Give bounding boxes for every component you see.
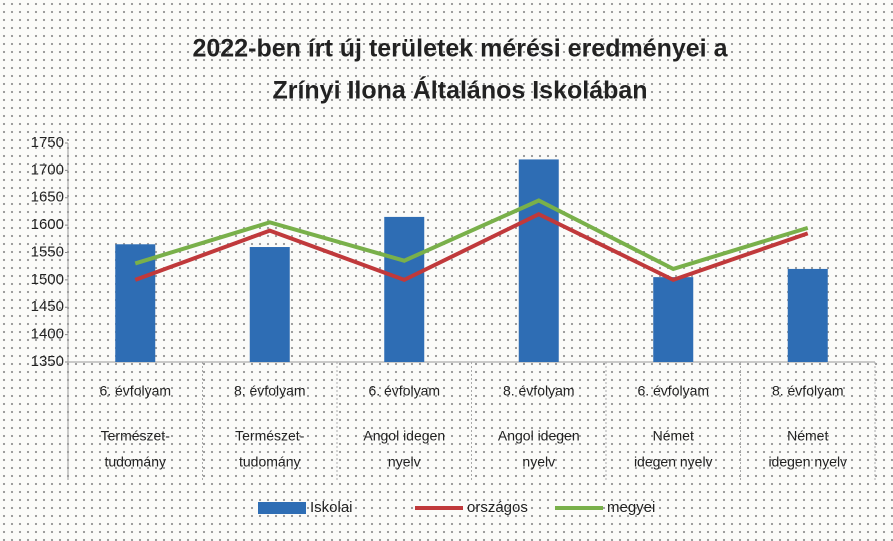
y-tick-label: 1450	[31, 298, 64, 315]
x-tick-label: 6. évfolyam	[368, 383, 440, 399]
x-tick-label: tudomány	[105, 454, 166, 470]
x-tick-label: Német	[653, 428, 694, 444]
x-tick-label: 6. évfolyam	[99, 383, 171, 399]
x-tick-label: 8. évfolyam	[234, 383, 306, 399]
x-tick-label: 8. évfolyam	[772, 383, 844, 399]
x-tick-label: 6. évfolyam	[637, 383, 709, 399]
bar	[787, 268, 828, 362]
x-tick-label: Német	[787, 428, 828, 444]
legend-label: országos	[467, 499, 528, 516]
y-tick-label: 1500	[31, 271, 64, 288]
legend-label: Iskolai	[310, 499, 353, 516]
chart-title: 2022-ben írt új területek mérési eredmén…	[193, 35, 729, 63]
y-tick-label: 1350	[31, 353, 64, 370]
legend-swatch	[258, 502, 306, 514]
y-tick-label: 1650	[31, 189, 64, 206]
x-tick-label: Angol idegen	[363, 428, 445, 444]
bar	[384, 216, 425, 362]
x-tick-label: idegen nyelv	[634, 454, 713, 470]
x-tick-label: Angol idegen	[498, 428, 580, 444]
y-tick-label: 1550	[31, 243, 64, 260]
x-tick-label: idegen nyelv	[768, 454, 847, 470]
line	[134, 198, 809, 272]
bar	[249, 247, 290, 362]
y-tick-label: 1700	[31, 161, 64, 178]
y-tick-label: 1750	[31, 134, 64, 151]
x-tick-label: tudomány	[239, 454, 300, 470]
bar	[653, 277, 694, 362]
y-tick-label: 1400	[31, 326, 64, 343]
legend-label: megyei	[607, 499, 655, 516]
x-tick-label: 8. évfolyam	[503, 383, 575, 399]
x-tick-label: nyelv	[522, 454, 555, 470]
x-tick-label: Természet-	[101, 428, 171, 444]
line	[134, 211, 809, 283]
y-tick-label: 1600	[31, 216, 64, 233]
bar	[115, 244, 156, 362]
bar	[518, 159, 559, 362]
x-tick-label: Természet-	[235, 428, 305, 444]
chart-title: Zrínyi Ilona Általános Iskolában	[272, 76, 647, 105]
x-tick-label: nyelv	[388, 454, 421, 470]
